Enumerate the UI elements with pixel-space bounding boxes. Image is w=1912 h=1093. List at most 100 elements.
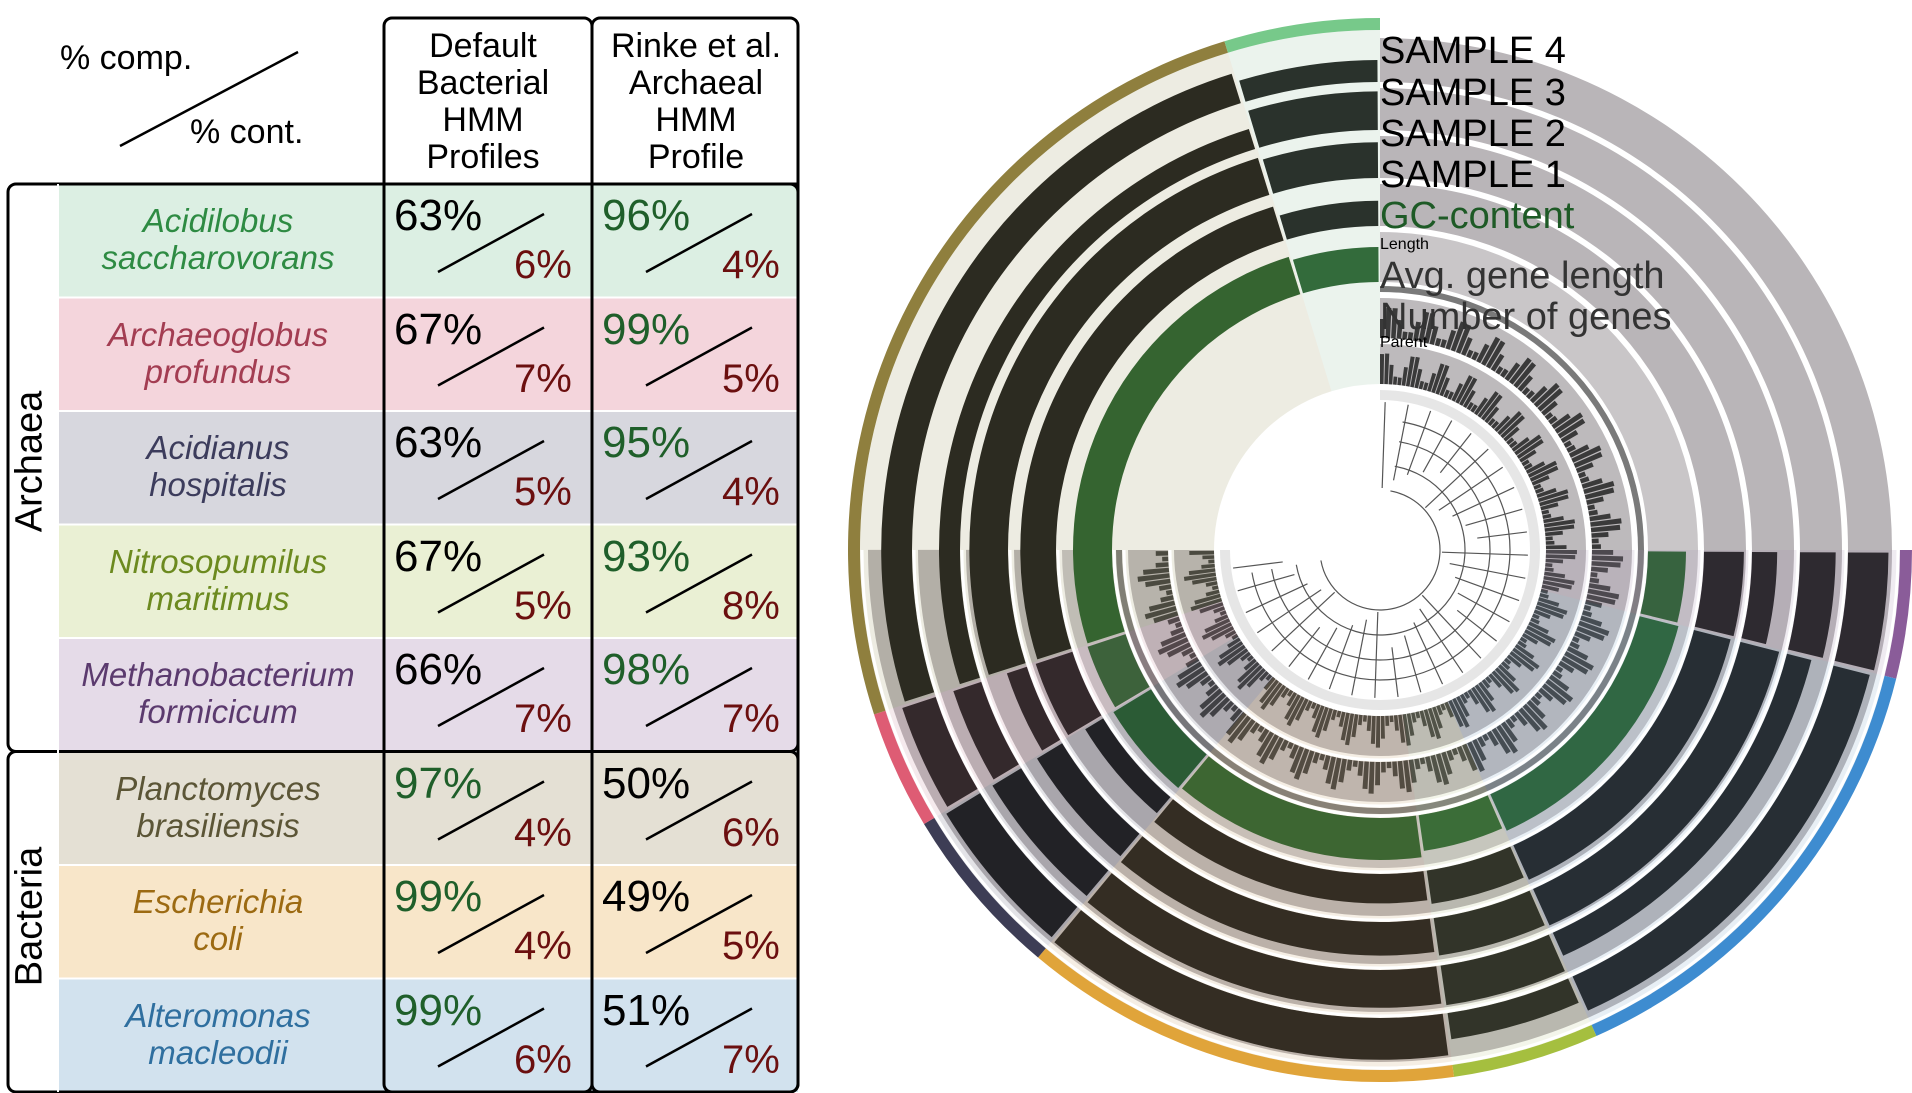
gene-bars xyxy=(1544,571,1566,579)
dendrogram-branch xyxy=(1421,594,1482,659)
gene-bars xyxy=(1545,536,1553,541)
gene-bars xyxy=(1490,353,1505,372)
gene-bars xyxy=(1268,736,1284,761)
gene-bars xyxy=(1541,509,1550,515)
gene-bars xyxy=(1539,592,1549,599)
gene-bars xyxy=(1227,715,1251,744)
gene-bars xyxy=(1425,756,1433,772)
archaeal-header-line: HMM xyxy=(655,101,737,139)
parent-ring xyxy=(1220,390,1540,710)
completion-header-label: % comp. xyxy=(60,39,193,77)
archaeal-completion: 51% xyxy=(602,985,691,1035)
bacterial-profiles-header: Default Bacterial HMM Profiles xyxy=(384,28,582,176)
sample-coverage-bars xyxy=(1694,551,1744,637)
dendrogram-branch xyxy=(1465,508,1523,527)
ring-separator xyxy=(860,30,1900,1070)
sample-coverage-bars xyxy=(1433,890,1545,956)
bacterial-contamination: 6% xyxy=(514,1037,572,1082)
completion-table: % comp. % cont. Default Bacterial HMM Pr… xyxy=(0,0,800,1093)
dendrogram-branch xyxy=(1457,592,1510,623)
gene-bars xyxy=(1237,718,1256,742)
gene-bars xyxy=(1431,363,1445,394)
gene-bars xyxy=(1214,614,1229,624)
bacterial-header-line: HMM xyxy=(442,101,524,139)
gene-bars xyxy=(1185,670,1209,690)
organism-name-line: profundus xyxy=(144,352,292,390)
organism-name-line: Acidilobus xyxy=(142,202,294,239)
gc-content-bars xyxy=(1418,795,1503,851)
gene-bars xyxy=(1575,462,1594,473)
gene-bars xyxy=(1525,390,1535,400)
gene-bars xyxy=(1590,566,1609,573)
gene-bars xyxy=(1536,487,1557,498)
gene-bars xyxy=(1451,383,1464,402)
gene-bars xyxy=(1504,362,1521,382)
gene-bars xyxy=(1491,420,1500,429)
gene-bars xyxy=(1530,617,1540,625)
gene-bars xyxy=(1509,651,1535,672)
gene-bars xyxy=(1590,524,1621,533)
gene-bars xyxy=(1410,356,1420,388)
gene-bars xyxy=(1199,692,1227,718)
bin-tint-overlay xyxy=(1227,30,1380,392)
organism-name-line: Escherichia xyxy=(132,883,304,920)
dendrogram-branch xyxy=(1406,410,1432,476)
cell-diagonal xyxy=(645,666,753,728)
gene-bars xyxy=(1263,676,1276,691)
gene-bars xyxy=(1205,589,1220,597)
organism-name-line: Nitrosopumilus xyxy=(108,542,328,580)
gc-content-bars xyxy=(1640,551,1686,623)
bin-tint-overlay xyxy=(1541,550,1900,676)
organism-name-line: macleodii xyxy=(148,1033,288,1071)
gene-bars xyxy=(1312,751,1320,764)
organism-name-line: Archaeoglobus xyxy=(107,315,329,353)
gene-bars xyxy=(1477,736,1486,748)
gene-bars xyxy=(1586,496,1604,505)
gene-bars xyxy=(1188,568,1216,576)
gene-bars xyxy=(1588,509,1598,516)
gene-bars xyxy=(1467,741,1485,773)
layer-label-gc-content: GC-content xyxy=(1380,195,1575,237)
gc-content-bars xyxy=(1181,756,1422,860)
dendrogram xyxy=(1233,402,1528,698)
gene-bars xyxy=(1500,721,1518,743)
archaeal-completion: 50% xyxy=(602,758,691,808)
gene-bars xyxy=(1538,597,1560,607)
gene-bars xyxy=(1463,389,1476,409)
dendrogram-branch xyxy=(1245,583,1308,614)
gene-bars xyxy=(1419,757,1426,765)
gene-bars xyxy=(1393,715,1399,731)
gene-bars xyxy=(1389,715,1394,723)
archaeal-completion: 93% xyxy=(602,531,691,581)
archaeal-completion: 99% xyxy=(602,304,691,354)
gene-bars xyxy=(1222,700,1235,713)
gene-bars xyxy=(1591,538,1599,544)
row-background xyxy=(58,751,798,865)
gene-bars xyxy=(1545,563,1553,568)
gene-bars xyxy=(1590,572,1598,578)
gene-bars xyxy=(1302,750,1315,775)
layer-label-sample-1: SAMPLE 1 xyxy=(1380,154,1566,196)
gene-bars xyxy=(1311,705,1325,733)
organism-name: Planctomyces brasiliensis xyxy=(58,770,378,844)
gene-bars xyxy=(1561,656,1589,675)
gene-bars xyxy=(1557,418,1586,439)
ring-separator xyxy=(1112,282,1648,818)
gene-bars xyxy=(1162,556,1169,562)
cell-diagonal xyxy=(645,780,753,841)
bacterial-contamination: 4% xyxy=(514,924,572,968)
gene-bars xyxy=(1279,739,1289,752)
sample-coverage-bars xyxy=(1572,665,1870,1011)
gene-bars xyxy=(1589,513,1611,522)
gene-bars xyxy=(1330,709,1338,721)
organism-name-line: formicicum xyxy=(138,693,298,730)
archaeal-completion: 95% xyxy=(602,418,691,467)
table-grid xyxy=(6,16,800,1093)
gene-bars xyxy=(1258,671,1269,682)
gene-bars xyxy=(1474,397,1489,416)
gene-bars xyxy=(1388,364,1394,385)
gene-bars xyxy=(1414,368,1423,389)
gene-bars xyxy=(1560,430,1579,444)
dendrogram-arc xyxy=(1295,465,1466,636)
gene-bars xyxy=(1209,696,1231,718)
